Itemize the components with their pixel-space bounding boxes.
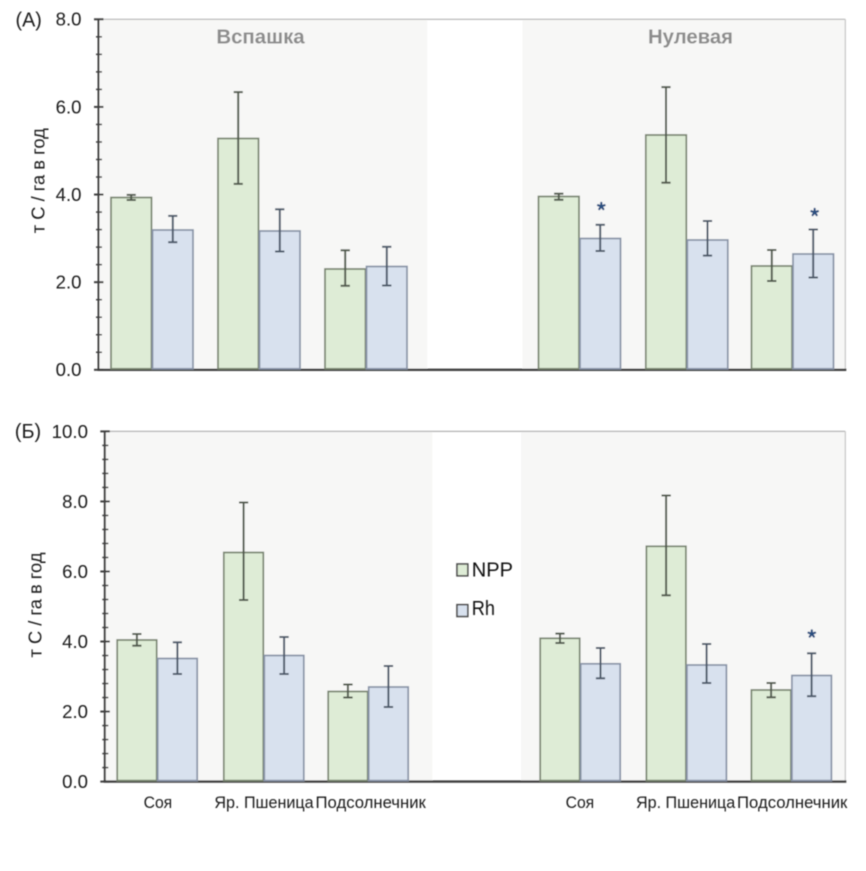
svg-text:2.0: 2.0 bbox=[56, 272, 82, 293]
svg-text:(А): (А) bbox=[16, 8, 42, 31]
svg-text:Подсолнечник: Подсолнечник bbox=[316, 793, 427, 812]
svg-text:Соя: Соя bbox=[566, 793, 595, 812]
svg-text:т С / га в год: т С / га в год bbox=[25, 552, 46, 657]
svg-text:0.0: 0.0 bbox=[56, 359, 82, 380]
svg-text:Яр. Пшеница: Яр. Пшеница bbox=[214, 793, 314, 812]
svg-text:NPP: NPP bbox=[472, 559, 513, 581]
svg-text:т С / га в год: т С / га в год bbox=[28, 128, 49, 233]
svg-text:(Б): (Б) bbox=[15, 420, 41, 443]
svg-text:4.0: 4.0 bbox=[56, 184, 82, 205]
svg-text:8.0: 8.0 bbox=[62, 491, 88, 512]
svg-text:10.0: 10.0 bbox=[52, 421, 88, 442]
svg-text:0.0: 0.0 bbox=[62, 771, 88, 792]
svg-text:Вспашка: Вспашка bbox=[216, 27, 305, 49]
svg-text:Подсолнечник: Подсолнечник bbox=[737, 793, 848, 812]
svg-text:Яр. Пшеница: Яр. Пшеница bbox=[636, 793, 736, 812]
svg-text:Соя: Соя bbox=[144, 793, 173, 812]
svg-text:Rh: Rh bbox=[472, 598, 495, 620]
svg-text:Нулевая: Нулевая bbox=[648, 27, 733, 49]
svg-text:2.0: 2.0 bbox=[62, 701, 88, 722]
svg-text:4.0: 4.0 bbox=[62, 631, 88, 652]
svg-text:6.0: 6.0 bbox=[62, 561, 88, 582]
svg-text:8.0: 8.0 bbox=[56, 9, 82, 30]
svg-text:6.0: 6.0 bbox=[56, 96, 82, 117]
